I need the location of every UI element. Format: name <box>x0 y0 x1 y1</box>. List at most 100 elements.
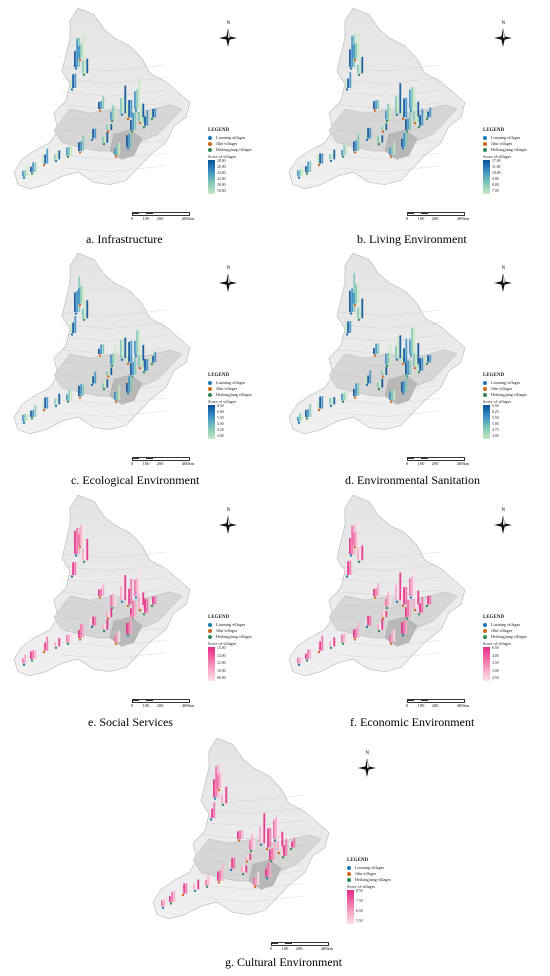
score-ticks: 6.50 4.00 3.50 3.00 2.50 <box>492 646 499 681</box>
village-score-bar <box>385 353 387 365</box>
village-marker <box>150 117 154 121</box>
village-score-bar <box>365 376 367 384</box>
score-title: Score of villages <box>483 399 512 404</box>
village-score-bar <box>397 94 399 114</box>
village-marker <box>357 73 361 77</box>
scale-label: 0 <box>130 216 134 221</box>
village-marker <box>138 121 142 125</box>
village-score-bar <box>134 353 137 375</box>
village-marker <box>413 608 417 612</box>
village-score-bar <box>321 153 324 164</box>
village-marker <box>142 371 146 374</box>
legend-dot-icon <box>208 148 212 152</box>
county-boundary <box>336 410 442 417</box>
village-marker <box>253 885 257 888</box>
village-marker <box>90 138 94 142</box>
village-score-bar <box>112 105 114 120</box>
village-score-bar <box>351 288 353 312</box>
village-marker <box>150 604 154 608</box>
village-marker <box>90 625 94 629</box>
legend-item: Liaoning villages <box>347 865 391 871</box>
village-score-bar <box>307 161 309 172</box>
village-score-bar <box>80 286 82 304</box>
village-score-bar <box>309 404 312 417</box>
village-score-bar <box>301 653 304 664</box>
village-marker <box>54 646 58 650</box>
village-marker <box>205 885 209 888</box>
score-tick-label: 7.00 <box>492 189 499 194</box>
village-score-bar <box>130 578 133 605</box>
village-score-bar <box>24 654 26 664</box>
village-score-bar <box>86 58 89 74</box>
legend-item: Heilongjiang villages <box>208 392 252 398</box>
legend-title: LEGEND <box>208 373 230 378</box>
village-marker <box>66 155 70 158</box>
village-marker <box>181 893 185 897</box>
legend-item: Liaoning villages <box>483 622 527 628</box>
village-score-bar <box>102 96 105 109</box>
village-score-bar <box>80 384 82 396</box>
village-score-bar <box>381 126 383 130</box>
score-tick-label: 10.00 <box>217 668 226 673</box>
county-boundary <box>336 64 442 72</box>
village-score-bar <box>66 635 68 643</box>
village-score-bar <box>345 145 348 156</box>
north-arrow-icon <box>219 273 237 292</box>
county-boundary <box>61 309 167 317</box>
village-marker <box>98 596 102 599</box>
village-marker <box>142 613 146 616</box>
village-score-bar <box>34 650 37 659</box>
score-tick-label: 28.00 <box>217 159 226 164</box>
village-score-bar <box>221 863 224 881</box>
village-score-bar <box>413 563 416 596</box>
score-tick-label: 4.50 <box>217 428 224 433</box>
legend-item-label: Liaoning villages <box>491 134 521 140</box>
village-score-bar <box>403 98 405 118</box>
county-boundary <box>336 127 442 135</box>
score-title: Score of villages <box>483 641 512 646</box>
village-score-bar <box>32 650 34 659</box>
score-gradient-bar <box>483 160 490 195</box>
village-marker <box>305 417 309 420</box>
village-marker <box>417 371 421 374</box>
village-score-bar <box>411 87 413 109</box>
village-score-bar <box>357 64 359 74</box>
village-marker <box>353 545 357 549</box>
score-color-ramp: 8.50 7.50 6.50 5.50 <box>347 889 391 925</box>
county-boundary <box>61 102 167 109</box>
village-score-bar <box>154 596 157 605</box>
village-score-bar <box>253 833 256 850</box>
village-marker <box>349 67 353 70</box>
village-score-bar <box>349 560 352 575</box>
scale-label: 0 <box>269 946 273 951</box>
village-score-bar <box>215 766 217 797</box>
village-score-bar <box>78 142 80 151</box>
legend-item: Heilongjiang villages <box>483 634 527 640</box>
village-marker <box>22 421 26 424</box>
scale-bar: 0 100 200 400km <box>406 212 469 222</box>
village-score-bar <box>377 136 379 143</box>
village-score-bar <box>100 588 102 596</box>
village-marker <box>217 881 221 884</box>
scale-label: 0 <box>130 461 134 466</box>
village-score-bar <box>205 879 207 886</box>
legend-item-label: Liaoning villages <box>355 864 385 870</box>
village-score-bar <box>209 809 211 818</box>
legend-item: Jilin villages <box>483 386 527 392</box>
village-score-bar <box>197 879 200 890</box>
county-boundary <box>61 322 167 329</box>
village-marker <box>381 130 385 133</box>
village-marker <box>106 617 110 620</box>
village-score-bar <box>309 161 312 172</box>
village-score-bar <box>385 611 388 617</box>
village-marker <box>209 818 213 821</box>
village-score-bar <box>345 567 347 575</box>
village-marker <box>138 608 142 612</box>
village-score-bar <box>251 834 253 850</box>
legend-dot-icon <box>208 623 212 627</box>
village-score-bar <box>70 567 72 575</box>
village-marker <box>106 130 110 133</box>
map-panel: N LEGEND Liaoning villages Jilin villages He… <box>0 245 265 470</box>
village-score-bar <box>54 642 56 647</box>
village-score-bar <box>245 856 247 860</box>
